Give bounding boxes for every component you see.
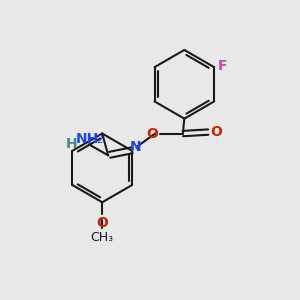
- Text: H: H: [66, 137, 77, 151]
- Text: N: N: [129, 140, 141, 154]
- Text: F: F: [218, 58, 227, 73]
- Text: 2: 2: [96, 135, 103, 146]
- Text: O: O: [146, 127, 158, 141]
- Text: CH₃: CH₃: [91, 231, 114, 244]
- Text: O: O: [96, 216, 108, 230]
- Text: NH: NH: [76, 132, 99, 146]
- Text: O: O: [211, 125, 223, 139]
